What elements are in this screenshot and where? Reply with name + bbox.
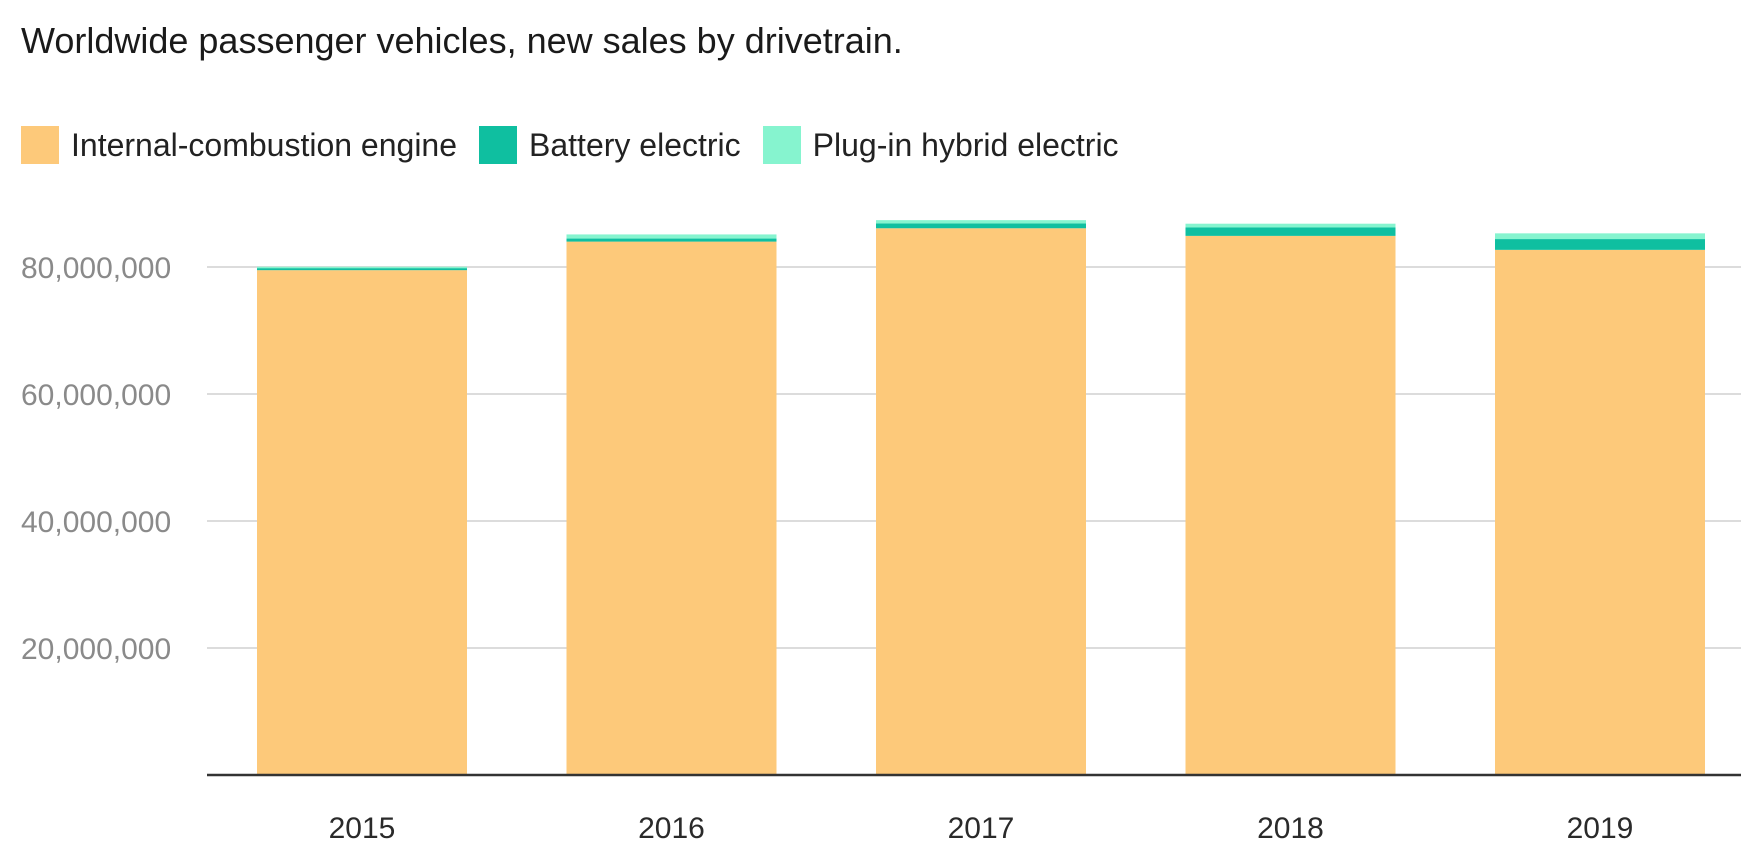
bar-segment-phev — [566, 234, 777, 239]
chart-title: Worldwide passenger vehicles, new sales … — [21, 20, 903, 61]
y-tick-label: 60,000,000 — [21, 379, 171, 412]
bar-segment-bev — [257, 268, 467, 271]
bar-segment-bev — [1185, 227, 1396, 236]
x-tick-label: 2016 — [638, 812, 705, 845]
x-tick-label: 2015 — [329, 812, 396, 845]
legend-label-phev: Plug-in hybrid electric — [812, 126, 1119, 163]
bar-segment-phev — [1185, 223, 1396, 228]
y-tick-label: 80,000,000 — [21, 252, 171, 285]
bar-segment-ice — [1495, 249, 1705, 776]
legend-label-bev: Battery electric — [529, 126, 741, 163]
bar-segment-bev — [876, 223, 1086, 229]
chart-legend: Internal-combustion engine Battery elect… — [21, 120, 1141, 170]
x-tick-label: 2017 — [948, 812, 1015, 845]
legend-item-phev: Plug-in hybrid electric — [762, 126, 1119, 164]
legend-swatch-ice — [21, 126, 59, 164]
bar-segment-ice — [257, 270, 467, 775]
bar-segment-bev — [1495, 239, 1705, 250]
legend-swatch-phev — [762, 126, 801, 164]
bar-segment-phev — [257, 266, 467, 269]
bar-segment-ice — [1185, 235, 1396, 775]
bar-segment-ice — [876, 228, 1086, 775]
legend-swatch-bev — [479, 126, 518, 164]
x-tick-label: 2018 — [1257, 812, 1324, 845]
bar-segment-phev — [876, 220, 1086, 224]
legend-item-bev: Battery electric — [479, 126, 741, 164]
legend-label-ice: Internal-combustion engine — [71, 126, 458, 163]
legend-item-ice: Internal-combustion engine — [21, 126, 457, 164]
x-tick-label: 2019 — [1567, 812, 1634, 845]
bar-segment-ice — [566, 241, 777, 776]
y-tick-label: 20,000,000 — [21, 633, 171, 666]
bar-segment-bev — [566, 238, 777, 242]
bar-segment-phev — [1495, 233, 1705, 240]
y-tick-label: 40,000,000 — [21, 506, 171, 539]
